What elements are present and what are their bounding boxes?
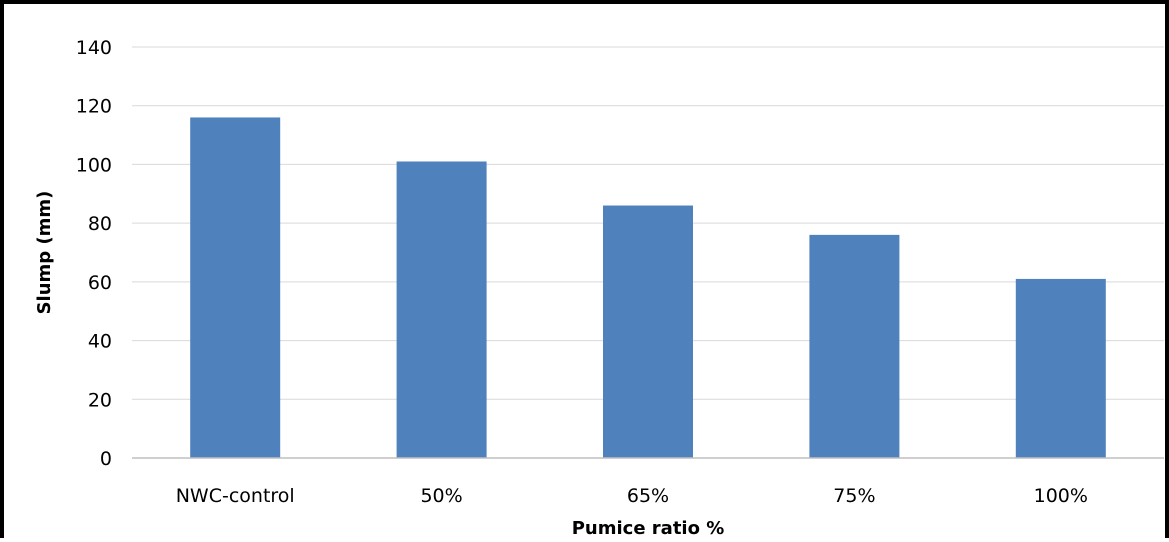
- x-tick-label: NWC-control: [176, 485, 295, 507]
- y-tick-label: 40: [88, 331, 112, 353]
- bar-chart: 0 20 40 60 80 100 120 140 NWC-control 50% 65% 75% 1…: [34, 37, 1164, 539]
- y-tick-label: 80: [88, 213, 112, 235]
- y-axis-title: Slump (mm): [34, 191, 55, 315]
- x-axis-title: Pumice ratio %: [572, 518, 725, 539]
- x-tick-label: 50%: [420, 485, 462, 507]
- x-tick-label: 100%: [1034, 485, 1088, 507]
- x-axis-ticks: NWC-control 50% 65% 75% 100%: [176, 485, 1088, 507]
- bar-nwc-control: [190, 117, 281, 458]
- y-axis-ticks: 0 20 40 60 80 100 120 140: [76, 37, 112, 470]
- y-tick-label: 120: [76, 96, 112, 118]
- bar-100: [1015, 278, 1106, 458]
- bar-75: [809, 234, 900, 458]
- y-tick-label: 100: [76, 154, 112, 176]
- y-tick-label: 20: [88, 389, 112, 411]
- y-tick-label: 0: [100, 448, 112, 470]
- y-tick-label: 140: [76, 37, 112, 59]
- x-tick-label: 75%: [833, 485, 875, 507]
- bar-65: [603, 205, 693, 458]
- bars: [190, 117, 1106, 458]
- x-tick-label: 65%: [627, 485, 669, 507]
- bar-50: [396, 161, 487, 458]
- y-tick-label: 60: [88, 272, 112, 294]
